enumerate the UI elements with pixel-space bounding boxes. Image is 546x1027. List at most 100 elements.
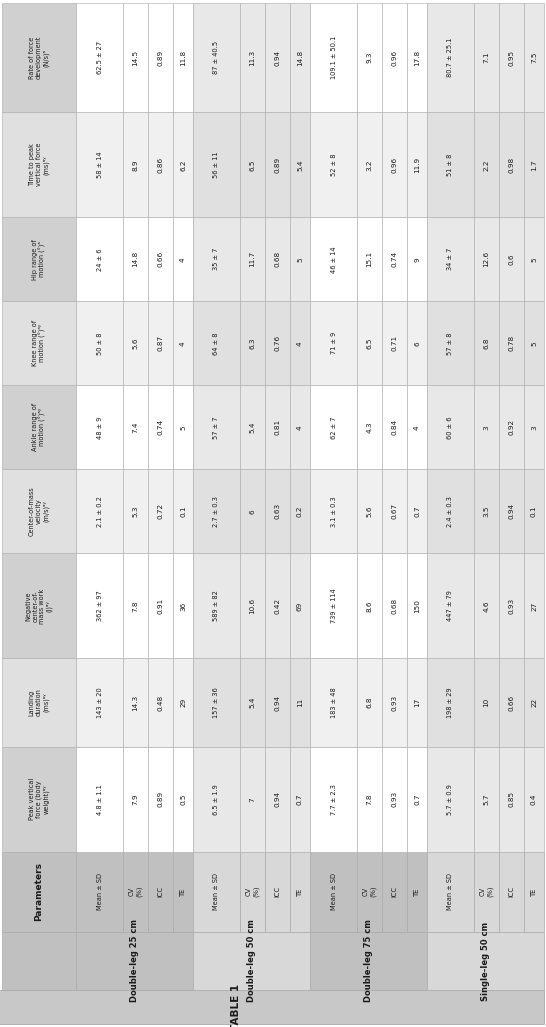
Polygon shape: [407, 851, 427, 931]
Polygon shape: [123, 658, 148, 747]
Text: 447 ± 79: 447 ± 79: [448, 591, 454, 621]
Polygon shape: [173, 747, 193, 851]
Polygon shape: [240, 218, 265, 301]
Text: 3: 3: [531, 425, 537, 429]
Text: 0.7: 0.7: [414, 794, 420, 805]
Text: 0.93: 0.93: [391, 694, 397, 711]
Text: 183 ± 48: 183 ± 48: [330, 687, 336, 718]
Polygon shape: [76, 112, 123, 218]
Text: 11.7: 11.7: [250, 252, 256, 267]
Text: 2.7 ± 0.3: 2.7 ± 0.3: [213, 496, 219, 527]
Text: TE: TE: [531, 887, 537, 896]
Text: 5.7: 5.7: [484, 794, 490, 805]
Polygon shape: [357, 658, 382, 747]
Polygon shape: [240, 469, 265, 554]
Text: 0.76: 0.76: [275, 335, 281, 351]
Text: CV
(%): CV (%): [363, 886, 376, 898]
Polygon shape: [148, 469, 173, 554]
Polygon shape: [357, 301, 382, 385]
Polygon shape: [240, 747, 265, 851]
Text: 27: 27: [531, 602, 537, 611]
Polygon shape: [310, 3, 357, 112]
Polygon shape: [474, 301, 499, 385]
Polygon shape: [407, 301, 427, 385]
Text: 0.94: 0.94: [508, 503, 514, 520]
Text: 50 ± 8: 50 ± 8: [97, 332, 103, 354]
Polygon shape: [123, 218, 148, 301]
Text: 14.8: 14.8: [133, 252, 139, 267]
Text: 80.7 ± 25.1: 80.7 ± 25.1: [448, 38, 454, 77]
Polygon shape: [474, 112, 499, 218]
Text: 0.84: 0.84: [391, 419, 397, 435]
Text: 0.85: 0.85: [508, 791, 514, 807]
Polygon shape: [382, 851, 407, 931]
Polygon shape: [310, 931, 427, 990]
Polygon shape: [524, 469, 544, 554]
Polygon shape: [193, 469, 240, 554]
Polygon shape: [524, 112, 544, 218]
Polygon shape: [427, 658, 474, 747]
Text: 0.72: 0.72: [157, 503, 163, 520]
Text: Time to peak
vertical force
(ms)ᵃʸ: Time to peak vertical force (ms)ᵃʸ: [29, 143, 49, 187]
Polygon shape: [265, 658, 290, 747]
Polygon shape: [148, 747, 173, 851]
Polygon shape: [2, 112, 76, 218]
Polygon shape: [357, 469, 382, 554]
Polygon shape: [524, 851, 544, 931]
Text: 5: 5: [531, 341, 537, 346]
Text: 0.1: 0.1: [180, 505, 186, 518]
Text: 0.74: 0.74: [157, 419, 163, 435]
Polygon shape: [193, 112, 240, 218]
Text: 0.4: 0.4: [531, 794, 537, 805]
Polygon shape: [499, 747, 524, 851]
Polygon shape: [123, 385, 148, 469]
Polygon shape: [123, 747, 148, 851]
Polygon shape: [407, 469, 427, 554]
Polygon shape: [265, 112, 290, 218]
Polygon shape: [427, 301, 474, 385]
Polygon shape: [357, 112, 382, 218]
Text: TABLE 1: TABLE 1: [231, 984, 241, 1027]
Text: 2.1 ± 0.2: 2.1 ± 0.2: [97, 496, 103, 527]
Polygon shape: [76, 851, 123, 931]
Text: 0.66: 0.66: [157, 252, 163, 267]
Text: 5.6: 5.6: [366, 505, 372, 518]
Text: 6.5 ± 1.9: 6.5 ± 1.9: [213, 784, 219, 814]
Text: 0.6: 0.6: [508, 254, 514, 265]
Polygon shape: [310, 301, 357, 385]
Text: 0.98: 0.98: [508, 157, 514, 173]
Text: 10.6: 10.6: [250, 598, 256, 614]
Text: 1.7: 1.7: [531, 159, 537, 170]
Text: 3.2: 3.2: [366, 159, 372, 170]
Polygon shape: [148, 112, 173, 218]
Polygon shape: [76, 931, 193, 990]
Text: 51 ± 8: 51 ± 8: [448, 154, 454, 176]
Text: 6.3: 6.3: [250, 338, 256, 349]
Polygon shape: [2, 851, 76, 931]
Polygon shape: [240, 554, 265, 658]
Polygon shape: [265, 385, 290, 469]
Polygon shape: [474, 747, 499, 851]
Polygon shape: [265, 469, 290, 554]
Text: 17: 17: [414, 698, 420, 708]
Text: 0.7: 0.7: [414, 505, 420, 518]
Text: Rate of force
development
(N/s)ᵃ: Rate of force development (N/s)ᵃ: [29, 36, 49, 79]
Text: 6.5: 6.5: [250, 159, 256, 170]
Text: 12.6: 12.6: [484, 252, 490, 267]
Text: 64 ± 8: 64 ± 8: [213, 332, 219, 354]
Polygon shape: [240, 385, 265, 469]
Polygon shape: [173, 218, 193, 301]
Text: CV
(%): CV (%): [480, 886, 493, 898]
Polygon shape: [310, 554, 357, 658]
Polygon shape: [427, 218, 474, 301]
Text: 60 ± 6: 60 ± 6: [448, 416, 454, 439]
Text: 69: 69: [297, 602, 303, 611]
Polygon shape: [173, 554, 193, 658]
Polygon shape: [2, 385, 76, 469]
Polygon shape: [290, 385, 310, 469]
Polygon shape: [290, 658, 310, 747]
Text: 52 ± 8: 52 ± 8: [330, 153, 336, 176]
Polygon shape: [499, 851, 524, 931]
Polygon shape: [173, 112, 193, 218]
Polygon shape: [193, 3, 240, 112]
